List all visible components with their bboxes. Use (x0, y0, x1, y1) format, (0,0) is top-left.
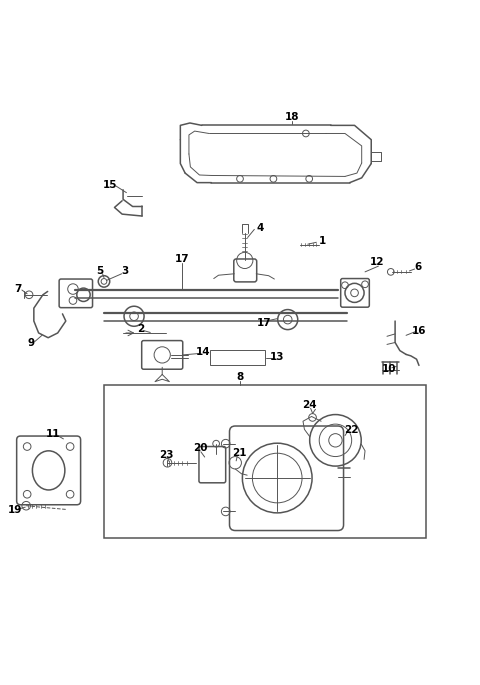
Text: 15: 15 (103, 180, 118, 190)
Text: 8: 8 (236, 373, 244, 382)
Text: 4: 4 (257, 223, 264, 233)
Text: 17: 17 (174, 254, 189, 264)
Text: 12: 12 (370, 258, 384, 267)
Text: 7: 7 (14, 284, 22, 294)
Text: 22: 22 (344, 425, 359, 435)
Text: 19: 19 (8, 505, 22, 514)
Text: 24: 24 (302, 401, 316, 410)
Text: 21: 21 (232, 448, 246, 458)
Text: 20: 20 (193, 443, 208, 453)
Text: 10: 10 (382, 364, 396, 374)
Text: 18: 18 (285, 112, 300, 122)
Text: 13: 13 (270, 352, 285, 362)
Text: 2: 2 (137, 324, 144, 334)
Text: 6: 6 (414, 262, 421, 272)
Text: 1: 1 (318, 236, 326, 247)
Text: 17: 17 (256, 319, 271, 328)
Text: 3: 3 (121, 266, 128, 276)
Bar (210, 349, 265, 365)
Text: 23: 23 (159, 449, 173, 460)
Text: 14: 14 (195, 347, 210, 357)
Text: 5: 5 (96, 266, 104, 276)
Text: 9: 9 (27, 338, 35, 347)
Text: 16: 16 (412, 325, 426, 336)
Bar (104, 386, 426, 538)
Text: 11: 11 (46, 429, 60, 439)
